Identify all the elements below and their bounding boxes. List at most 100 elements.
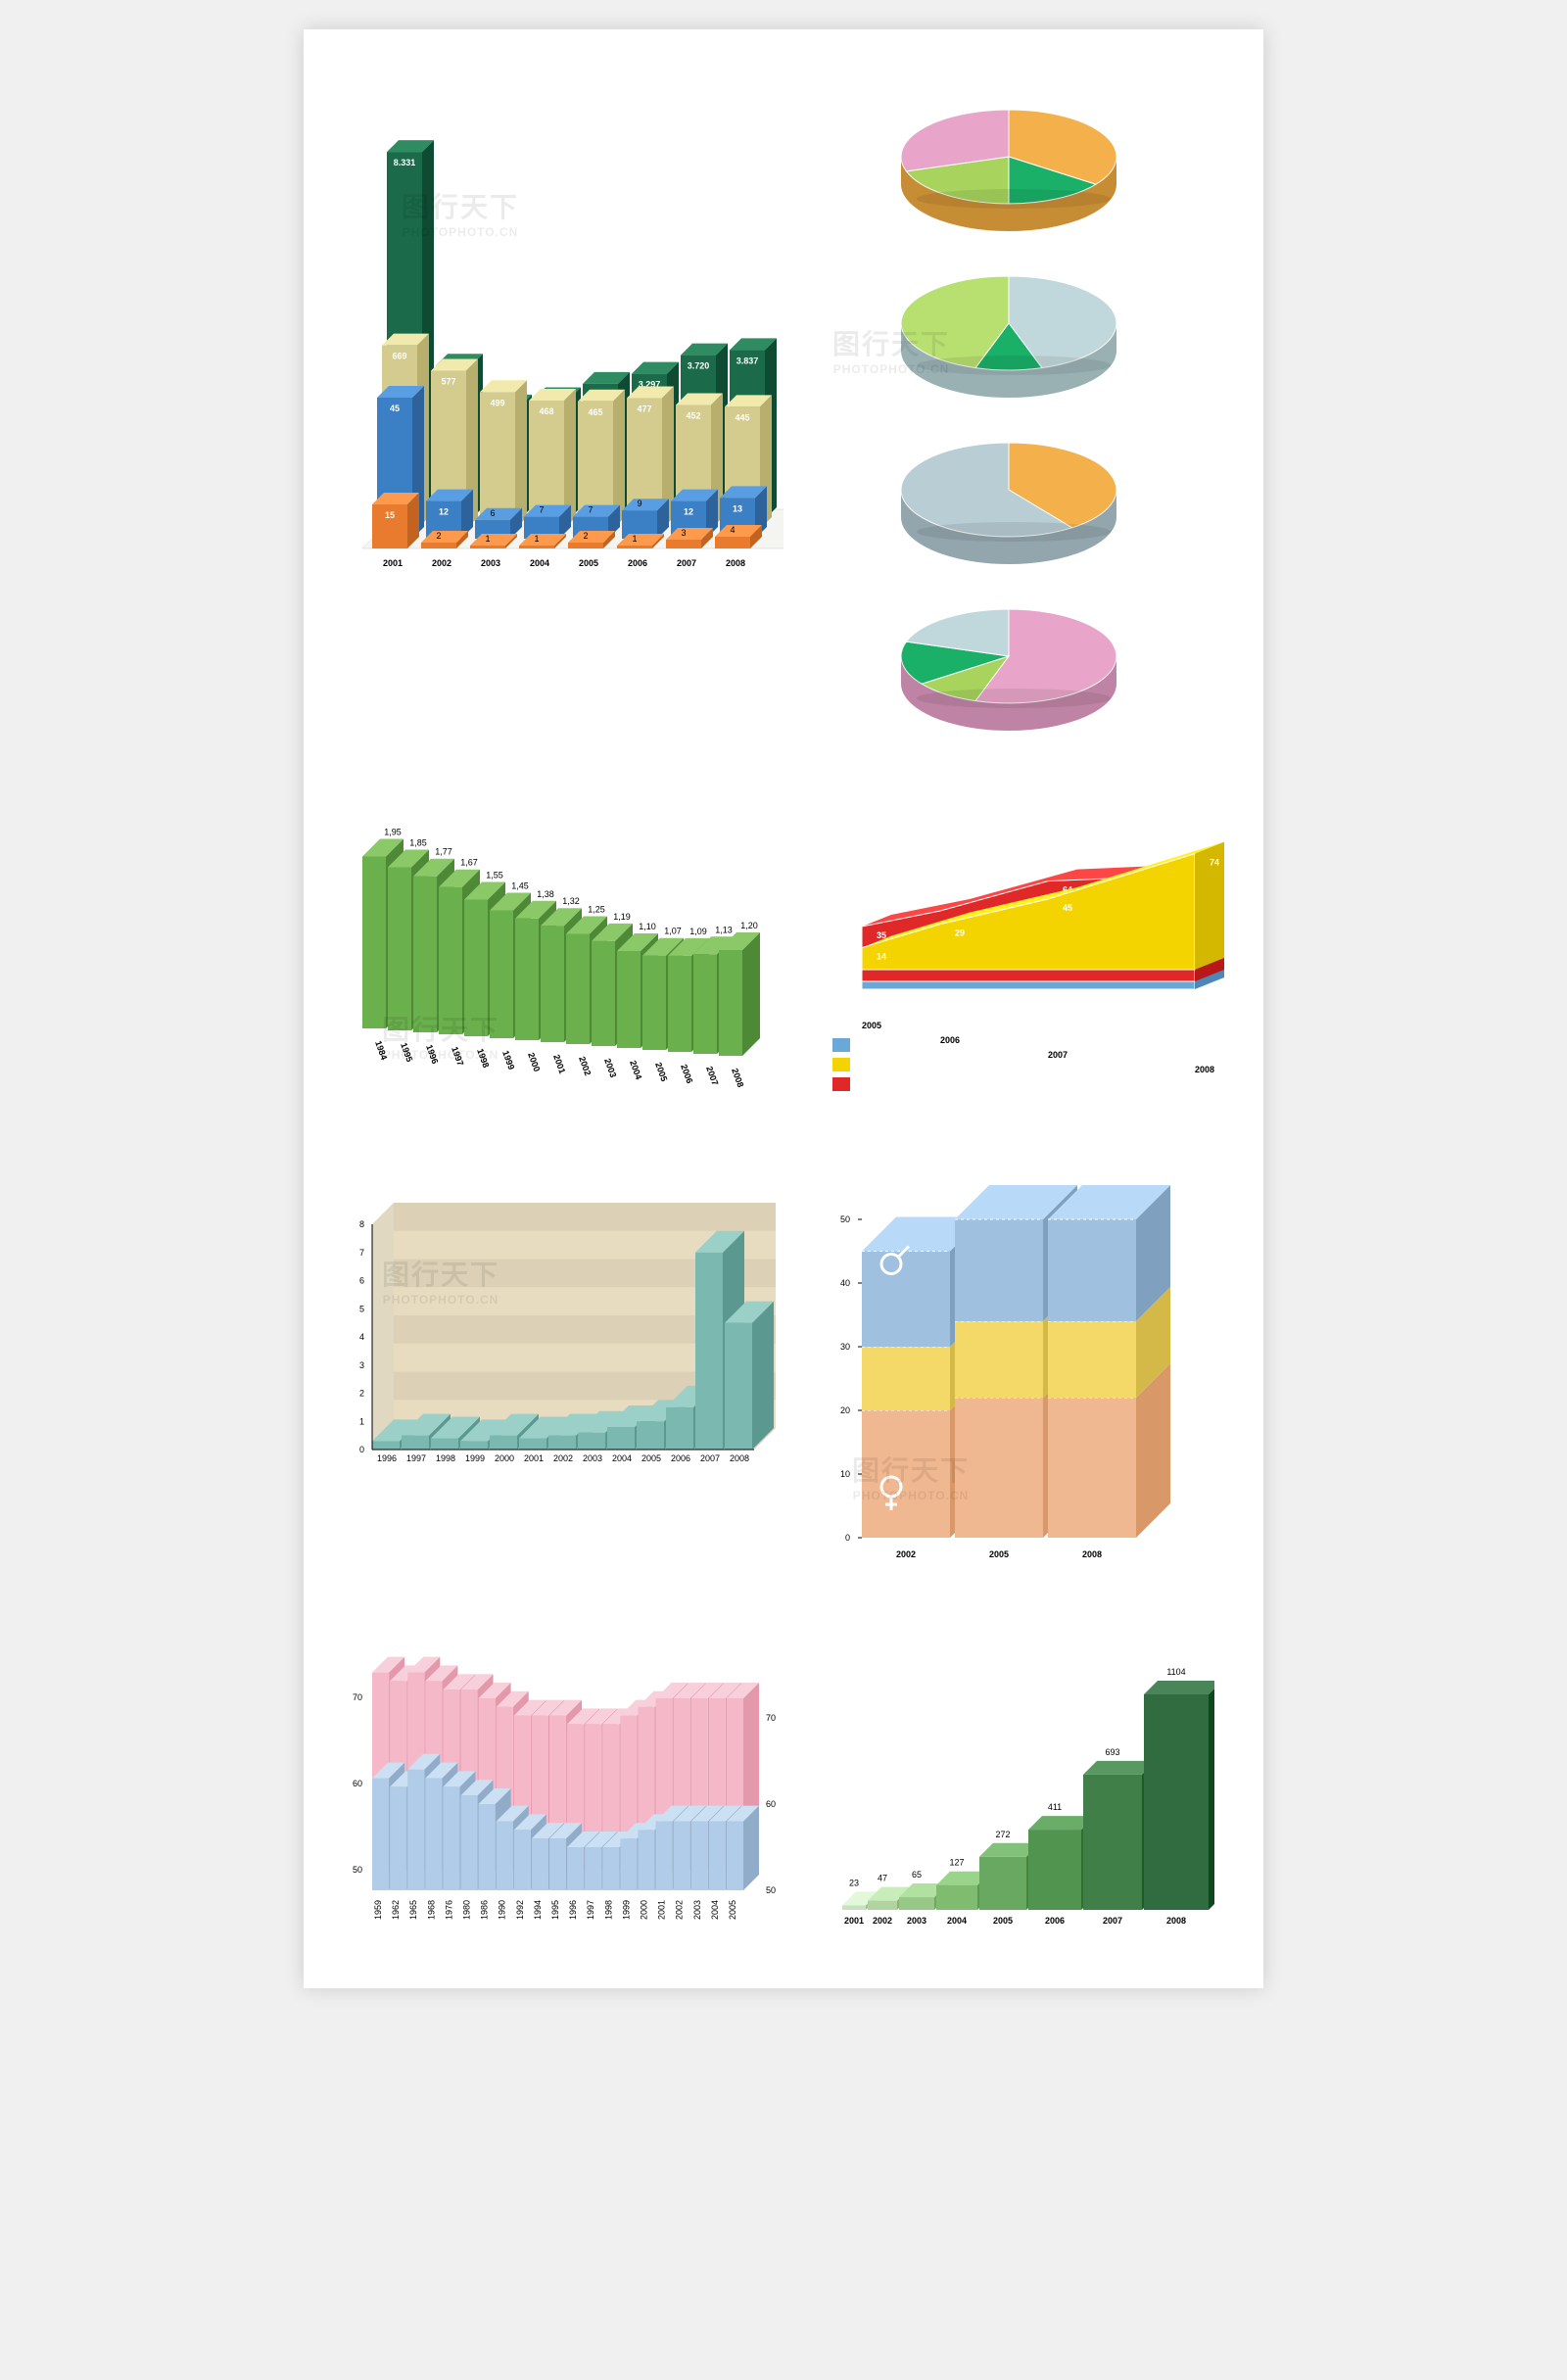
svg-text:1,09: 1,09 xyxy=(689,927,707,936)
svg-text:2000: 2000 xyxy=(639,1900,648,1920)
svg-text:23: 23 xyxy=(849,1878,859,1887)
svg-text:2006: 2006 xyxy=(628,558,647,568)
svg-text:50: 50 xyxy=(840,1214,850,1224)
svg-text:2008: 2008 xyxy=(1195,1065,1214,1074)
svg-text:60: 60 xyxy=(353,1779,362,1788)
svg-text:2006: 2006 xyxy=(940,1035,960,1045)
svg-text:499: 499 xyxy=(490,398,504,407)
svg-text:1992: 1992 xyxy=(515,1900,525,1920)
svg-text:6: 6 xyxy=(359,1276,364,1286)
svg-text:2004: 2004 xyxy=(947,1916,967,1926)
svg-text:577: 577 xyxy=(441,376,455,386)
svg-text:1,07: 1,07 xyxy=(664,927,682,936)
svg-text:65: 65 xyxy=(912,1870,922,1880)
svg-text:1,55: 1,55 xyxy=(486,871,503,881)
svg-text:1: 1 xyxy=(359,1416,364,1426)
svg-text:2007: 2007 xyxy=(1103,1916,1122,1926)
svg-text:50: 50 xyxy=(766,1885,776,1895)
svg-text:6: 6 xyxy=(490,508,495,518)
svg-text:3.720: 3.720 xyxy=(688,361,710,371)
svg-text:2001: 2001 xyxy=(383,558,403,568)
svg-text:2002: 2002 xyxy=(577,1055,593,1076)
svg-text:12: 12 xyxy=(439,507,449,517)
svg-text:47: 47 xyxy=(878,1874,887,1883)
chart-funnel-stacked: 3542618035456468142945742005200620072008 xyxy=(803,793,1254,1146)
svg-text:13: 13 xyxy=(733,503,742,513)
svg-text:1,85: 1,85 xyxy=(409,838,427,848)
svg-text:2: 2 xyxy=(436,531,441,541)
svg-text:1,67: 1,67 xyxy=(460,858,478,868)
svg-text:1: 1 xyxy=(485,534,490,544)
svg-text:1996: 1996 xyxy=(424,1043,440,1065)
svg-text:2001: 2001 xyxy=(524,1453,544,1463)
svg-text:1,77: 1,77 xyxy=(435,847,452,857)
svg-text:3.837: 3.837 xyxy=(736,356,759,365)
svg-text:60: 60 xyxy=(766,1799,776,1809)
svg-text:12: 12 xyxy=(684,507,693,517)
svg-text:1997: 1997 xyxy=(586,1900,595,1920)
svg-text:45: 45 xyxy=(1063,903,1072,913)
svg-text:2007: 2007 xyxy=(677,558,696,568)
svg-text:3: 3 xyxy=(359,1360,364,1370)
svg-text:1996: 1996 xyxy=(568,1900,578,1920)
svg-text:2007: 2007 xyxy=(700,1453,720,1463)
svg-text:477: 477 xyxy=(637,404,651,413)
svg-text:50: 50 xyxy=(353,1865,362,1875)
svg-text:45: 45 xyxy=(390,404,400,413)
svg-text:468: 468 xyxy=(539,406,553,416)
svg-text:1999: 1999 xyxy=(621,1900,631,1920)
svg-text:2005: 2005 xyxy=(862,1021,881,1030)
svg-text:127: 127 xyxy=(949,1858,964,1868)
svg-text:40: 40 xyxy=(840,1278,850,1288)
svg-text:4: 4 xyxy=(359,1332,364,1342)
svg-text:693: 693 xyxy=(1105,1747,1119,1757)
svg-text:1976: 1976 xyxy=(444,1900,453,1920)
svg-text:2005: 2005 xyxy=(993,1916,1013,1926)
svg-text:70: 70 xyxy=(353,1692,362,1702)
chart-exponential-green: 2320014720026520031272004272200541120066… xyxy=(803,1636,1254,1949)
svg-text:15: 15 xyxy=(385,510,395,520)
svg-text:445: 445 xyxy=(735,412,749,422)
svg-text:2: 2 xyxy=(583,531,588,541)
svg-text:2002: 2002 xyxy=(432,558,451,568)
svg-text:2005: 2005 xyxy=(653,1061,669,1082)
svg-text:2005: 2005 xyxy=(579,558,598,568)
svg-text:2008: 2008 xyxy=(1082,1549,1102,1559)
svg-text:1104: 1104 xyxy=(1166,1667,1185,1677)
svg-text:2001: 2001 xyxy=(551,1053,567,1074)
svg-text:2003: 2003 xyxy=(583,1453,602,1463)
svg-text:1: 1 xyxy=(534,534,539,544)
svg-text:272: 272 xyxy=(995,1830,1010,1839)
svg-text:669: 669 xyxy=(392,352,406,361)
svg-text:2001: 2001 xyxy=(844,1916,864,1926)
svg-text:1990: 1990 xyxy=(498,1900,507,1920)
svg-text:2004: 2004 xyxy=(530,558,549,568)
svg-text:2000: 2000 xyxy=(526,1051,542,1072)
svg-text:1,38: 1,38 xyxy=(537,889,554,899)
svg-text:2008: 2008 xyxy=(730,1453,749,1463)
svg-text:2002: 2002 xyxy=(553,1453,573,1463)
svg-text:2008: 2008 xyxy=(730,1067,745,1087)
svg-text:2002: 2002 xyxy=(873,1916,892,1926)
svg-text:2007: 2007 xyxy=(704,1065,720,1086)
svg-text:1,25: 1,25 xyxy=(588,905,605,915)
svg-text:2007: 2007 xyxy=(1048,1050,1068,1060)
svg-text:2006: 2006 xyxy=(671,1453,690,1463)
svg-text:2003: 2003 xyxy=(907,1916,926,1926)
svg-text:2001: 2001 xyxy=(657,1900,667,1920)
svg-text:1959: 1959 xyxy=(373,1900,383,1920)
svg-text:1,19: 1,19 xyxy=(613,912,631,922)
svg-text:14: 14 xyxy=(877,952,886,962)
svg-text:2005: 2005 xyxy=(728,1900,737,1920)
svg-text:1,32: 1,32 xyxy=(562,896,580,906)
svg-text:7: 7 xyxy=(588,505,593,515)
svg-text:452: 452 xyxy=(686,410,700,420)
chart-teal-histogram: 0123456781996199719981999200020012002200… xyxy=(333,1185,784,1596)
svg-text:1984: 1984 xyxy=(373,1039,389,1061)
svg-text:2004: 2004 xyxy=(612,1453,632,1463)
svg-text:1995: 1995 xyxy=(550,1900,560,1920)
svg-text:70: 70 xyxy=(766,1713,776,1723)
svg-text:30: 30 xyxy=(840,1342,850,1352)
svg-text:0: 0 xyxy=(359,1445,364,1454)
chart-gallery-page: 图行天下PHOTOPHOTO.CN 图行天下PHOTOPHOTO.CN 图行天下… xyxy=(304,29,1263,1988)
